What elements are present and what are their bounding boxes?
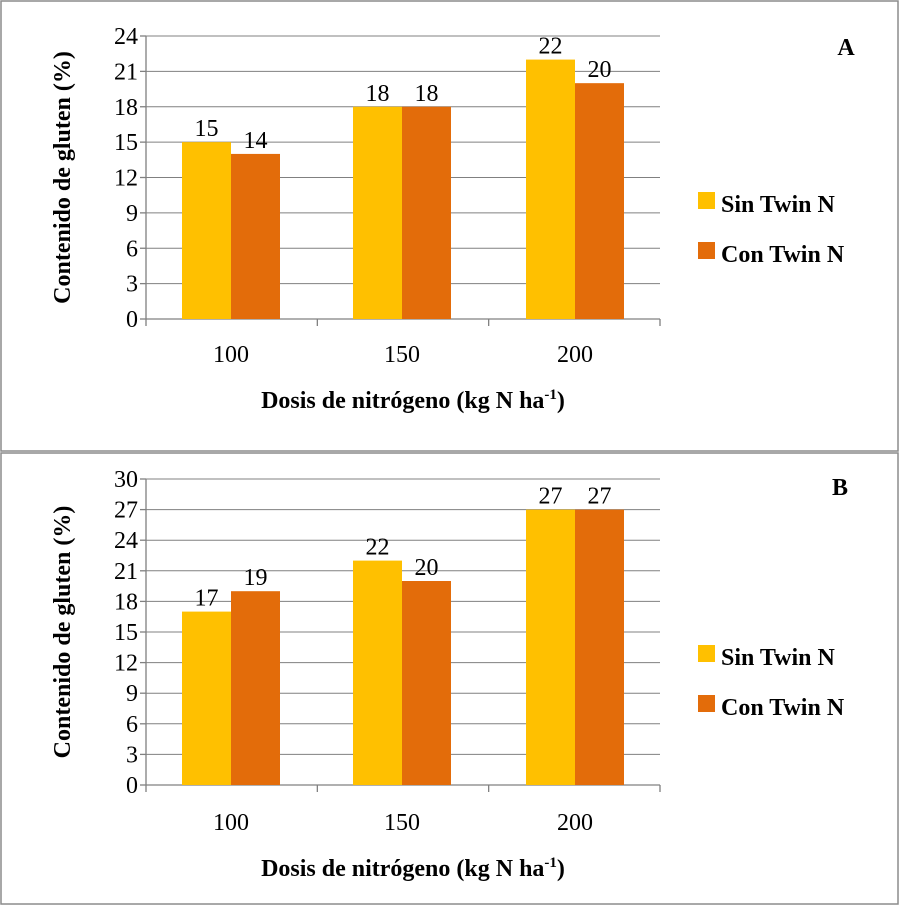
- legend-label: Con Twin N: [721, 695, 845, 721]
- y-tick-label: 0: [126, 307, 138, 333]
- y-tick-label: 6: [126, 236, 138, 262]
- y-tick-label: 12: [114, 651, 138, 677]
- x-axis-title: Dosis de nitrógeno (kg N ha-1): [261, 387, 565, 414]
- y-tick-label: 3: [126, 742, 138, 768]
- y-tick-label: 18: [114, 589, 138, 615]
- y-tick-label: 15: [114, 130, 138, 156]
- data-label: 14: [244, 128, 268, 154]
- panel-border: [0, 0, 899, 452]
- x-tick-label: 150: [384, 342, 420, 368]
- data-label: 17: [195, 586, 219, 612]
- bar-con-twin-n-100: [231, 591, 280, 785]
- legend-label: Sin Twin N: [721, 192, 836, 218]
- y-tick-label: 24: [114, 24, 138, 50]
- bar-sin-twin-n-200: [526, 509, 575, 785]
- y-tick-label: 9: [126, 201, 138, 227]
- chart-panel-a: 0 3 6 9 12 15 18 21 24 15 14 100 18 18 150 22 20 200 Dosis…: [0, 0, 899, 452]
- data-label: 22: [539, 34, 563, 60]
- bar-con-twin-n-150: [402, 581, 451, 785]
- data-label: 20: [588, 57, 612, 83]
- bar-con-twin-n-100: [231, 153, 280, 319]
- data-label: 15: [195, 116, 219, 142]
- bar-sin-twin-n-150: [353, 106, 402, 319]
- y-tick-label: 21: [114, 559, 138, 585]
- data-label: 22: [366, 535, 390, 561]
- x-tick-label: 100: [213, 810, 249, 836]
- bar-sin-twin-n-150: [353, 560, 402, 785]
- y-tick-label: 18: [114, 95, 138, 121]
- data-label: 27: [588, 484, 612, 510]
- y-tick-label: 6: [126, 712, 138, 738]
- y-tick-label: 12: [114, 166, 138, 192]
- y-tick-label: 15: [114, 620, 138, 646]
- bar-sin-twin-n-200: [526, 59, 575, 319]
- legend-swatch-con-twin-n: [698, 242, 715, 259]
- bar-con-twin-n-150: [402, 106, 451, 319]
- bar-sin-twin-n-100: [182, 611, 231, 785]
- y-tick-label: 0: [126, 773, 138, 799]
- y-tick-label: 24: [114, 528, 138, 554]
- y-axis-title: Contenido de gluten (%): [50, 506, 76, 759]
- y-tick-label: 3: [126, 272, 138, 298]
- x-tick-label: 100: [213, 342, 249, 368]
- panel-letter: B: [832, 475, 848, 501]
- y-tick-label: 9: [126, 681, 138, 707]
- y-tick-label: 30: [114, 467, 138, 493]
- legend-swatch-sin-twin-n: [698, 192, 715, 209]
- legend-label: Con Twin N: [721, 242, 845, 268]
- legend-swatch-con-twin-n: [698, 695, 715, 712]
- data-label: 20: [415, 555, 439, 581]
- data-label: 18: [366, 81, 390, 107]
- x-tick-label: 200: [557, 342, 593, 368]
- y-tick-label: 21: [114, 59, 138, 85]
- bar-sin-twin-n-100: [182, 142, 231, 319]
- panel-letter: A: [837, 35, 855, 61]
- x-tick-label: 150: [384, 810, 420, 836]
- chart-panel-b: 0 3 6 9 12 15 18 21 24 27 30 17 19 100 22 20 150 27 27 200 D…: [0, 452, 899, 905]
- panel-border: [0, 452, 899, 905]
- bar-con-twin-n-200: [575, 509, 624, 785]
- y-tick-label: 27: [114, 498, 138, 524]
- data-label: 19: [244, 565, 268, 591]
- data-label: 27: [539, 484, 563, 510]
- legend-swatch-sin-twin-n: [698, 645, 715, 662]
- data-label: 18: [415, 81, 439, 107]
- y-axis-title: Contenido de gluten (%): [50, 51, 76, 304]
- legend-label: Sin Twin N: [721, 645, 836, 671]
- bar-con-twin-n-200: [575, 83, 624, 320]
- x-axis-title: Dosis de nitrógeno (kg N ha-1): [261, 855, 565, 882]
- x-tick-label: 200: [557, 810, 593, 836]
